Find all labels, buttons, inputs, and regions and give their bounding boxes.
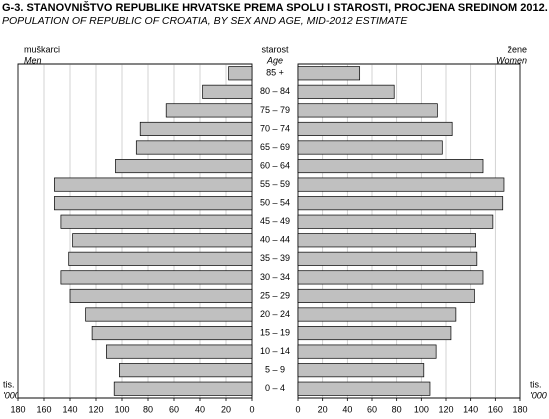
bar (72, 233, 253, 248)
bar (297, 233, 476, 248)
bar (297, 326, 452, 341)
bar (297, 288, 475, 303)
chart-subtitle: POPULATION OF REPUBLIC OF CROATIA, BY SE… (2, 15, 408, 27)
right-label: žene (507, 44, 527, 54)
category-label: 30 – 34 (260, 272, 290, 282)
category-label: starost (261, 44, 289, 54)
bar (297, 103, 438, 118)
right-label-en: Women (496, 55, 527, 65)
category-label: 60 – 64 (260, 160, 290, 170)
unit-label-en: '000 (3, 390, 20, 400)
category-label: 20 – 24 (260, 309, 290, 319)
bar (297, 214, 494, 229)
category-label-en: Age (266, 55, 283, 65)
x-tick-label: 60 (367, 404, 377, 414)
category-label: 75 – 79 (260, 105, 290, 115)
x-tick-label: 80 (392, 404, 402, 414)
x-tick-label: 20 (221, 404, 231, 414)
bar (60, 214, 253, 229)
category-label: 80 – 84 (260, 86, 290, 96)
x-tick-label: 140 (463, 404, 478, 414)
bar (54, 177, 253, 192)
bar (135, 140, 253, 155)
bar (115, 159, 253, 174)
bar (119, 363, 253, 378)
category-label: 15 – 19 (260, 327, 290, 337)
plot-border (297, 63, 521, 399)
bar (139, 121, 253, 136)
plot-border (17, 63, 253, 399)
category-label: 85 + (266, 68, 284, 78)
bar (297, 66, 361, 81)
unit-label: tis. (3, 379, 15, 389)
left-label-en: Men (24, 55, 42, 65)
bar (68, 251, 253, 266)
bar (91, 326, 253, 341)
x-tick-label: 60 (169, 404, 179, 414)
chart-title: G-3. STANOVNIŠTVO REPUBLIKE HRVATSKE PRE… (2, 1, 548, 14)
bar (297, 251, 478, 266)
unit-label-en: '000 (530, 390, 547, 400)
bar (85, 307, 253, 322)
bar (297, 363, 425, 378)
x-tick-label: 140 (62, 404, 77, 414)
plot-frame (17, 63, 253, 399)
bar (297, 307, 457, 322)
x-tick-label: 120 (88, 404, 103, 414)
category-label: 70 – 74 (260, 123, 290, 133)
bar (60, 270, 253, 285)
bar (54, 196, 253, 211)
category-label: 45 – 49 (260, 216, 290, 226)
bar (228, 66, 253, 81)
category-label: 0 – 4 (265, 383, 285, 393)
x-tick-label: 20 (318, 404, 328, 414)
bar (297, 196, 504, 211)
bar (297, 84, 395, 99)
category-label: 50 – 54 (260, 198, 290, 208)
x-tick-label: 40 (195, 404, 205, 414)
x-tick-label: 100 (414, 404, 429, 414)
x-tick-label: 160 (36, 404, 51, 414)
x-tick-label: 180 (512, 404, 527, 414)
x-tick-label: 180 (10, 404, 25, 414)
bar (297, 121, 453, 136)
bar (297, 159, 484, 174)
x-tick-label: 100 (114, 404, 129, 414)
category-label: 5 – 9 (265, 365, 285, 375)
category-label: 65 – 69 (260, 142, 290, 152)
bar (69, 288, 253, 303)
left-label: muškarci (24, 44, 60, 54)
bar (297, 344, 437, 359)
unit-label: tis. (530, 379, 542, 389)
category-label: 35 – 39 (260, 253, 290, 263)
x-tick-label: 160 (488, 404, 503, 414)
category-label: 40 – 44 (260, 235, 290, 245)
category-label: 25 – 29 (260, 290, 290, 300)
bar (106, 344, 253, 359)
x-tick-label: 0 (249, 404, 254, 414)
x-tick-label: 40 (342, 404, 352, 414)
bar (297, 381, 431, 396)
bar (202, 84, 253, 99)
category-label: 55 – 59 (260, 179, 290, 189)
bar (165, 103, 253, 118)
plot-frame (297, 63, 521, 399)
x-tick-label: 120 (438, 404, 453, 414)
bar (297, 270, 484, 285)
bar (297, 140, 443, 155)
x-tick-label: 0 (295, 404, 300, 414)
bar (113, 381, 253, 396)
x-tick-label: 80 (143, 404, 153, 414)
category-label: 10 – 14 (260, 346, 290, 356)
bar (297, 177, 505, 192)
